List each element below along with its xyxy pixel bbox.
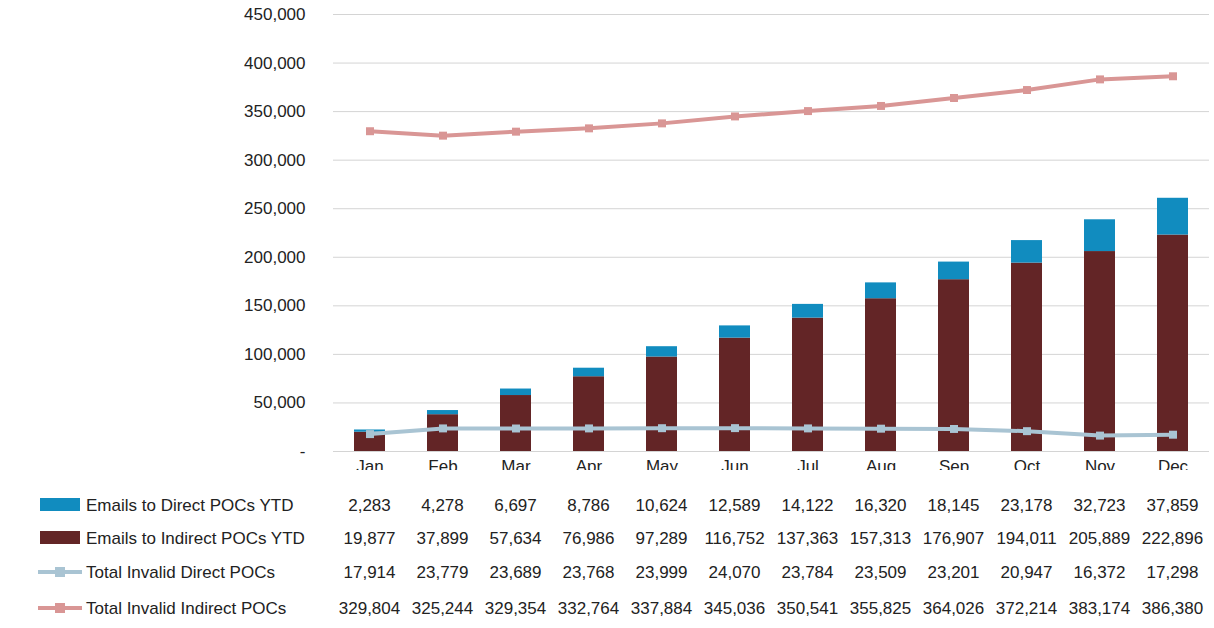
svg-text:337,884: 337,884	[631, 599, 692, 618]
svg-text:24,070: 24,070	[709, 563, 761, 582]
svg-text:Jul: Jul	[797, 457, 819, 470]
svg-text:17,914: 17,914	[344, 563, 396, 582]
svg-text:372,214: 372,214	[996, 599, 1057, 618]
svg-text:6,697: 6,697	[494, 496, 537, 515]
svg-text:150,000: 150,000	[244, 296, 305, 315]
svg-text:37,859: 37,859	[1147, 496, 1199, 515]
svg-text:23,689: 23,689	[490, 563, 542, 582]
svg-text:350,541: 350,541	[777, 599, 838, 618]
svg-text:205,889: 205,889	[1069, 529, 1130, 548]
svg-text:300,000: 300,000	[244, 151, 305, 170]
svg-text:8,786: 8,786	[567, 496, 610, 515]
svg-text:116,752: 116,752	[704, 529, 764, 548]
svg-text:May: May	[646, 457, 679, 470]
svg-text:Sep: Sep	[939, 457, 969, 470]
svg-text:222,896: 222,896	[1142, 529, 1203, 548]
svg-text:12,589: 12,589	[709, 496, 761, 515]
svg-text:23,509: 23,509	[855, 563, 907, 582]
svg-text:250,000: 250,000	[244, 199, 305, 218]
svg-text:Emails to Direct POCs YTD: Emails to Direct POCs YTD	[86, 496, 294, 515]
svg-text:20,947: 20,947	[1001, 563, 1053, 582]
svg-text:137,363: 137,363	[777, 529, 838, 548]
svg-text:332,764: 332,764	[558, 599, 619, 618]
svg-text:14,122: 14,122	[782, 496, 834, 515]
svg-text:4,278: 4,278	[421, 496, 464, 515]
svg-text:50,000: 50,000	[254, 393, 306, 412]
svg-text:23,768: 23,768	[563, 563, 615, 582]
svg-text:450,000: 450,000	[244, 5, 305, 24]
svg-text:Jun: Jun	[721, 457, 748, 470]
svg-text:16,372: 16,372	[1074, 563, 1126, 582]
svg-text:157,313: 157,313	[850, 529, 911, 548]
svg-text:325,244: 325,244	[412, 599, 473, 618]
svg-text:Jan: Jan	[356, 457, 383, 470]
svg-text:23,784: 23,784	[782, 563, 834, 582]
svg-text:Feb: Feb	[428, 457, 457, 470]
svg-text:Apr: Apr	[576, 457, 603, 470]
svg-text:23,178: 23,178	[1001, 496, 1053, 515]
svg-text:364,026: 364,026	[923, 599, 984, 618]
svg-text:23,201: 23,201	[928, 563, 980, 582]
svg-text:17,298: 17,298	[1147, 563, 1199, 582]
svg-text:Oct: Oct	[1014, 457, 1041, 470]
svg-text:329,354: 329,354	[485, 599, 546, 618]
svg-text:23,999: 23,999	[636, 563, 688, 582]
svg-text:23,779: 23,779	[417, 563, 469, 582]
svg-text:18,145: 18,145	[928, 496, 980, 515]
svg-text:37,899: 37,899	[417, 529, 469, 548]
svg-text:383,174: 383,174	[1069, 599, 1130, 618]
svg-text:194,011: 194,011	[996, 529, 1056, 548]
svg-text:Total Invalid Direct POCs: Total Invalid Direct POCs	[86, 563, 275, 582]
svg-text:176,907: 176,907	[923, 529, 984, 548]
svg-text:355,825: 355,825	[850, 599, 911, 618]
svg-text:10,624: 10,624	[636, 496, 688, 515]
svg-text:76,986: 76,986	[563, 529, 615, 548]
svg-text:2,283: 2,283	[348, 496, 391, 515]
svg-text:386,380: 386,380	[1142, 599, 1203, 618]
svg-text:32,723: 32,723	[1074, 496, 1126, 515]
svg-text:Aug: Aug	[866, 457, 896, 470]
svg-text:Nov: Nov	[1085, 457, 1116, 470]
svg-text:Emails to Indirect POCs YTD: Emails to Indirect POCs YTD	[86, 529, 305, 548]
svg-text:Dec: Dec	[1158, 457, 1189, 470]
svg-text:329,804: 329,804	[339, 599, 400, 618]
svg-text:200,000: 200,000	[244, 248, 305, 267]
svg-text:-: -	[300, 442, 306, 461]
svg-text:16,320: 16,320	[855, 496, 907, 515]
svg-text:400,000: 400,000	[244, 53, 305, 72]
svg-text:Mar: Mar	[501, 457, 531, 470]
svg-text:345,036: 345,036	[704, 599, 765, 618]
svg-text:100,000: 100,000	[244, 345, 305, 364]
svg-text:19,877: 19,877	[344, 529, 396, 548]
svg-text:57,634: 57,634	[490, 529, 542, 548]
svg-text:Total Invalid Indirect POCs: Total Invalid Indirect POCs	[86, 599, 286, 618]
svg-text:97,289: 97,289	[636, 529, 688, 548]
svg-text:350,000: 350,000	[244, 102, 305, 121]
